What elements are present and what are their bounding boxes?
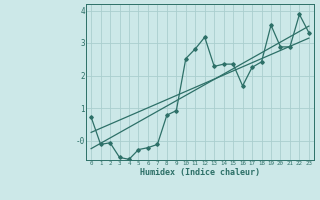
- X-axis label: Humidex (Indice chaleur): Humidex (Indice chaleur): [140, 168, 260, 177]
